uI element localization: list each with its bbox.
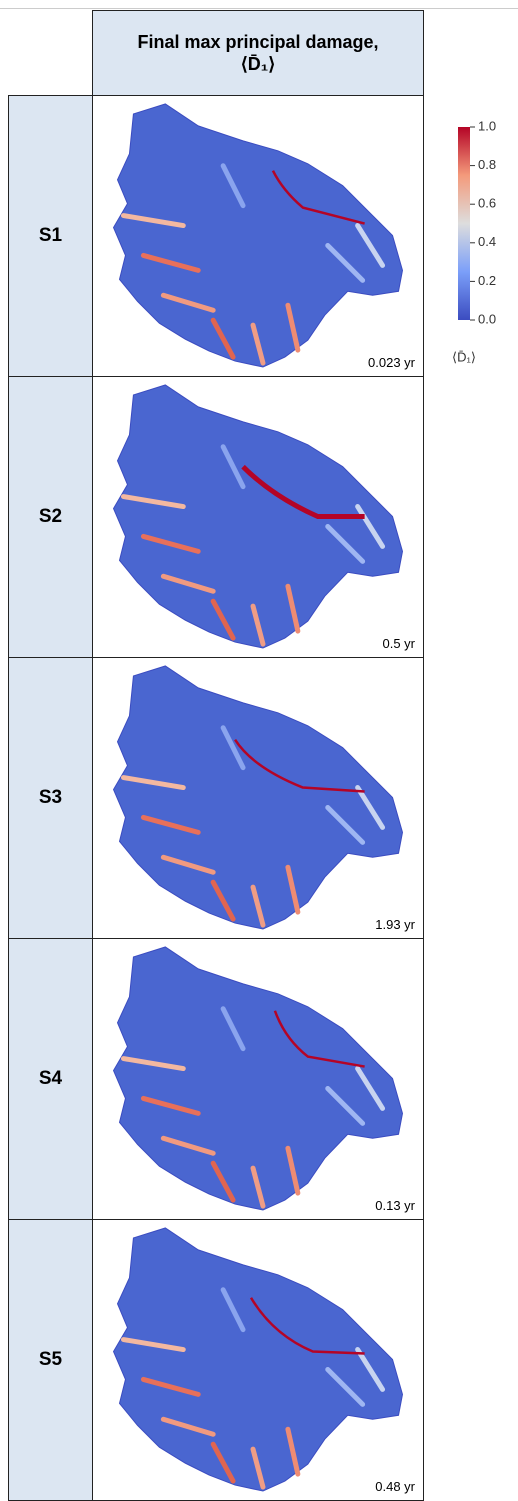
time-label: 0.48 yr — [375, 1479, 415, 1494]
row-label: S4 — [39, 1068, 62, 1090]
colorbar: ⟨D̄₁⟩ 0.0 0.2 0.4 0.6 0.8 1.0 — [450, 120, 518, 380]
divider — [0, 8, 518, 9]
map-cell: 0.023 yr — [92, 95, 424, 377]
damage-map — [93, 377, 423, 656]
map-cell: 0.13 yr — [92, 938, 424, 1220]
row-label: S3 — [39, 787, 62, 809]
damage-map — [93, 658, 423, 937]
header-title: Final max principal damage, ⟨D̄₁⟩ — [133, 31, 383, 76]
damage-map — [93, 1220, 423, 1499]
ice-shelf — [114, 104, 403, 367]
time-label: 0.13 yr — [375, 1198, 415, 1213]
ice-shelf — [114, 666, 403, 929]
row-label: S1 — [39, 225, 62, 247]
colorbar-tick-label: 0.0 — [478, 311, 496, 326]
colorbar-tick-label: 0.6 — [478, 196, 496, 211]
header-cell: Final max principal damage, ⟨D̄₁⟩ — [92, 10, 424, 96]
damage-map — [93, 939, 423, 1218]
time-label: 1.93 yr — [375, 917, 415, 932]
page: Final max principal damage, ⟨D̄₁⟩ S1 0.02… — [0, 0, 518, 1499]
row-label-cell: S1 — [8, 95, 93, 377]
damage-map — [93, 96, 423, 375]
map-cell: 1.93 yr — [92, 657, 424, 939]
map-cell: 0.5 yr — [92, 376, 424, 658]
colorbar-tick-label: 0.2 — [478, 273, 496, 288]
empty-cell — [8, 10, 93, 96]
ice-shelf — [114, 1228, 403, 1491]
row-label-cell: S2 — [8, 376, 93, 658]
colorbar-tick-label: 0.4 — [478, 234, 496, 249]
colorbar-tick-label: 1.0 — [478, 120, 496, 133]
ice-shelf — [114, 947, 403, 1210]
row-label: S2 — [39, 506, 62, 528]
colorbar-label: ⟨D̄₁⟩ — [452, 349, 476, 364]
row-label: S5 — [39, 1349, 62, 1371]
row-label-cell: S4 — [8, 938, 93, 1220]
colorbar-ramp — [458, 127, 470, 320]
colorbar-tick-label: 0.8 — [478, 157, 496, 172]
row-label-cell: S5 — [8, 1219, 93, 1501]
time-label: 0.5 yr — [382, 636, 415, 651]
time-label: 0.023 yr — [368, 355, 415, 370]
map-cell: 0.48 yr — [92, 1219, 424, 1501]
row-label-cell: S3 — [8, 657, 93, 939]
